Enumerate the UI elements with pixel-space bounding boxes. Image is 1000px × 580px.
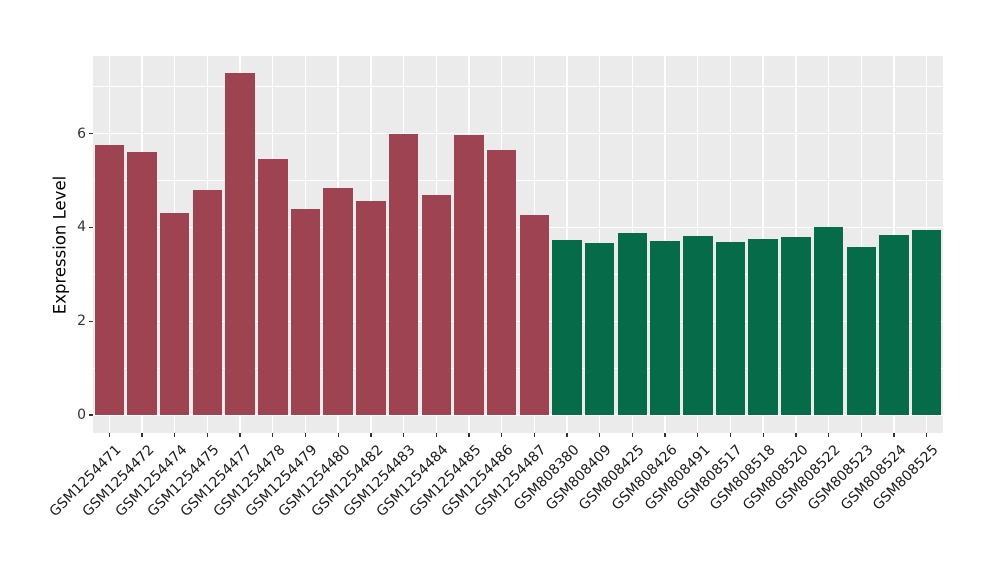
minor-gridline bbox=[93, 180, 943, 181]
minor-gridline bbox=[93, 367, 943, 369]
bar bbox=[388, 133, 419, 416]
bar bbox=[160, 213, 190, 416]
bar bbox=[356, 200, 386, 416]
x-axis-tick bbox=[631, 433, 634, 437]
x-axis-tick bbox=[893, 433, 895, 437]
bar bbox=[258, 159, 288, 416]
x-axis-tick bbox=[337, 433, 339, 437]
x-axis-tick bbox=[435, 433, 437, 437]
x-axis-tick bbox=[795, 433, 797, 437]
x-axis-tick bbox=[370, 433, 372, 437]
vertical-gridline bbox=[860, 56, 862, 433]
bar bbox=[552, 239, 582, 416]
bar bbox=[323, 188, 353, 416]
x-axis-tick bbox=[860, 433, 862, 437]
y-tick-label: 0 bbox=[77, 407, 86, 424]
x-axis-tick bbox=[501, 433, 503, 437]
bar bbox=[846, 246, 876, 416]
x-axis-tick bbox=[272, 433, 274, 437]
bar bbox=[813, 227, 844, 416]
x-axis-tick bbox=[697, 433, 699, 437]
y-tick-label: 4 bbox=[77, 219, 86, 236]
y-axis-tick bbox=[89, 414, 93, 416]
bar bbox=[781, 236, 811, 416]
minor-gridline bbox=[93, 86, 943, 88]
major-gridline bbox=[93, 226, 943, 229]
x-axis-tick bbox=[599, 433, 601, 437]
y-axis-tick bbox=[89, 226, 93, 229]
y-axis-tick bbox=[89, 320, 93, 322]
x-axis-tick bbox=[174, 433, 176, 437]
x-axis-tick bbox=[926, 433, 928, 437]
bar bbox=[486, 150, 517, 416]
x-axis-tick bbox=[402, 433, 405, 437]
bar bbox=[715, 242, 746, 416]
x-axis-tick bbox=[239, 433, 241, 437]
bar bbox=[911, 230, 942, 416]
bar bbox=[454, 135, 484, 416]
bar bbox=[421, 194, 451, 416]
bar bbox=[519, 214, 550, 416]
bar bbox=[617, 232, 648, 416]
y-tick-label: 2 bbox=[77, 313, 86, 330]
x-axis-tick bbox=[827, 433, 830, 437]
x-axis-tick bbox=[304, 433, 307, 437]
x-axis-tick bbox=[664, 433, 666, 437]
bar bbox=[879, 234, 909, 416]
major-gridline bbox=[93, 132, 943, 135]
x-axis-tick bbox=[566, 433, 568, 437]
y-axis-title-text: Expression Level bbox=[50, 175, 70, 315]
x-axis-tick bbox=[468, 433, 470, 437]
bar bbox=[290, 209, 321, 416]
x-axis-tick bbox=[108, 433, 110, 437]
bar bbox=[192, 190, 223, 416]
bar bbox=[585, 243, 615, 416]
x-axis-tick bbox=[141, 433, 143, 437]
major-gridline bbox=[93, 320, 943, 322]
bar bbox=[225, 73, 255, 416]
bar bbox=[748, 238, 778, 416]
bar bbox=[650, 241, 680, 416]
major-gridline bbox=[93, 414, 943, 416]
bar bbox=[94, 144, 125, 416]
plot-panel bbox=[93, 56, 943, 433]
x-axis-tick bbox=[762, 433, 764, 437]
bar bbox=[127, 151, 157, 416]
x-axis-tick bbox=[533, 433, 535, 437]
bar bbox=[683, 236, 713, 416]
y-tick-label: 6 bbox=[77, 125, 86, 142]
y-axis-tick bbox=[89, 132, 93, 135]
x-axis-tick bbox=[206, 433, 209, 437]
x-axis-tick bbox=[729, 433, 732, 437]
minor-gridline bbox=[93, 273, 943, 275]
